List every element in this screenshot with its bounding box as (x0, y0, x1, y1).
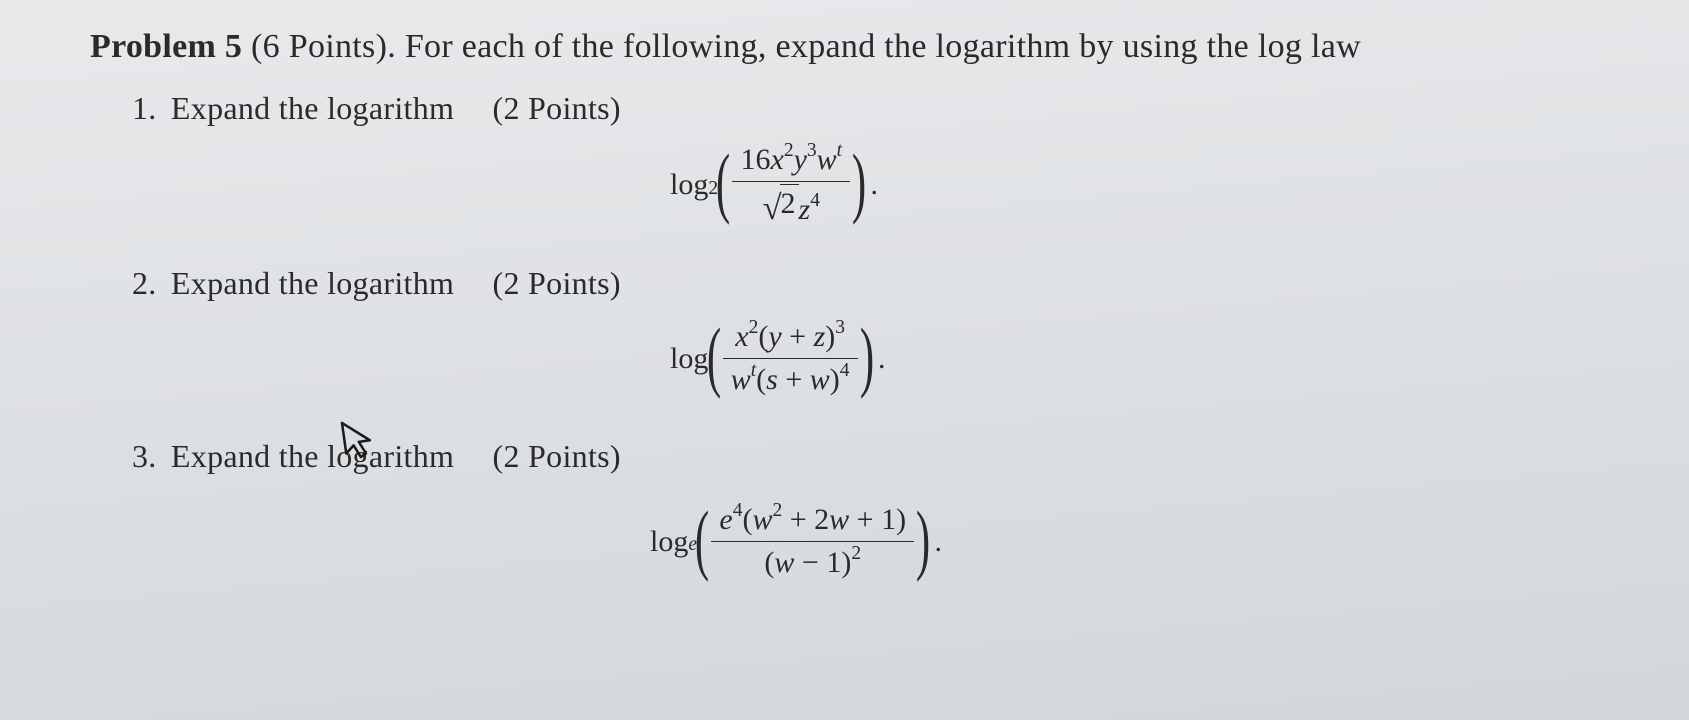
item-num: 3. (132, 438, 157, 474)
item-text: Expand the logarithm (171, 90, 454, 126)
item-1: 1. Expand the logarithm (2 Points) (132, 90, 1689, 127)
item-3: 3. Expand the logarithm (2 Points) (132, 438, 1689, 475)
item-num: 2. (132, 265, 157, 301)
problem-header: Problem 5 (6 Points). For each of the fo… (90, 28, 1689, 66)
problem-label: Problem 5 (90, 28, 242, 65)
item-points: (2 Points) (493, 438, 621, 474)
item-points: (2 Points) (493, 90, 621, 126)
problem-prompt: For each of the following, expand the lo… (405, 28, 1361, 65)
item-2: 2. Expand the logarithm (2 Points) (132, 265, 1689, 302)
item-num: 1. (132, 90, 157, 126)
item-text: Expand the logarithm (171, 265, 454, 301)
item-text: Expand the logarithm (171, 438, 454, 474)
formula-1: log2 ( 16x2y3wt √2z4 ) . (90, 139, 1689, 231)
item-points: (2 Points) (493, 265, 621, 301)
formula-2: log ( x2(y + z)3 wt(s + w)4 ) . (90, 314, 1689, 404)
formula-3: loge ( e4(w2 + 2w + 1) (w − 1)2 ) . (90, 497, 1689, 587)
problem-points: (6 Points). (251, 28, 396, 65)
